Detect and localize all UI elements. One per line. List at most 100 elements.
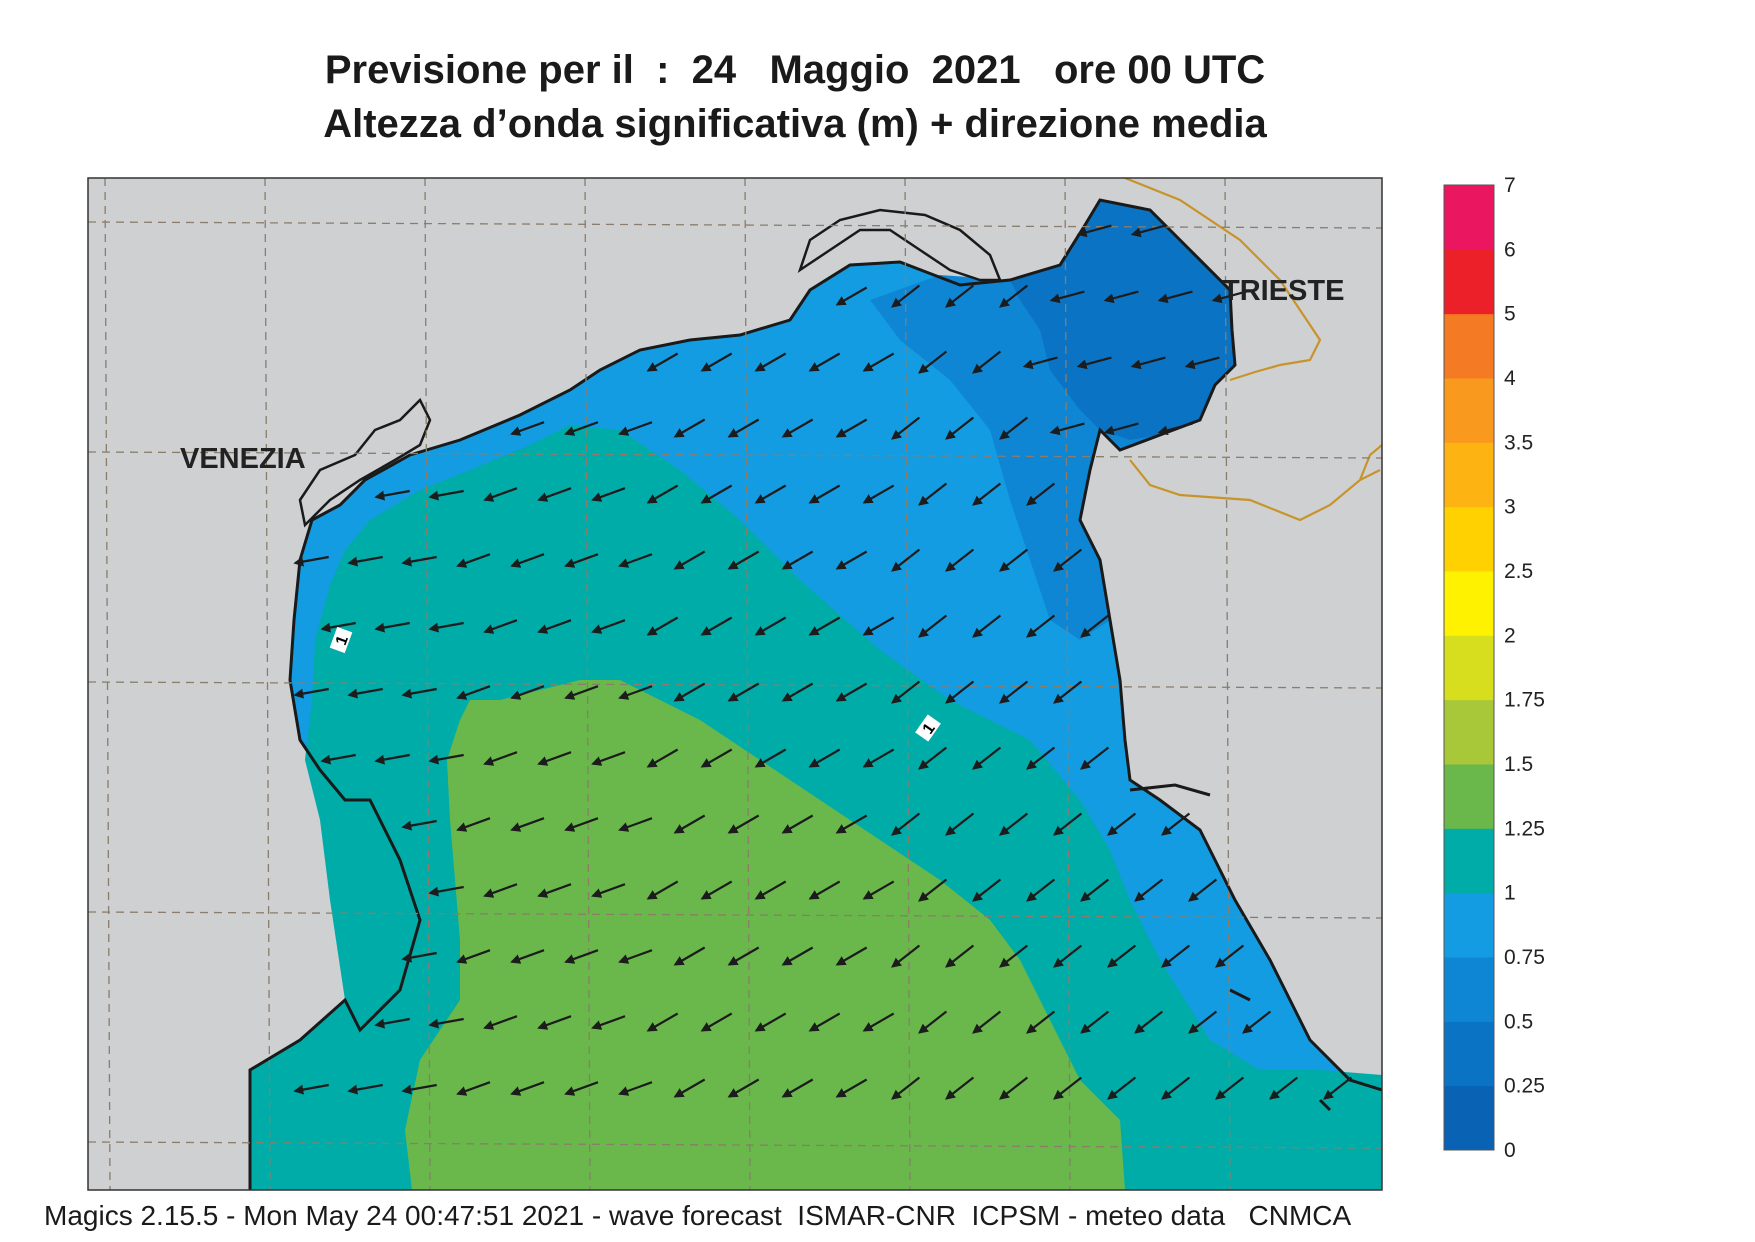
wave-direction-arrow bbox=[1269, 1076, 1299, 1100]
wave-direction-arrow bbox=[1161, 1076, 1191, 1100]
wave-direction-arrow bbox=[347, 555, 383, 567]
wave-direction-arrow bbox=[945, 416, 975, 440]
wave-direction-arrow bbox=[1026, 482, 1056, 506]
wave-direction-arrow bbox=[700, 484, 733, 504]
wave-direction-arrow bbox=[808, 880, 841, 900]
wave-direction-arrow bbox=[646, 1012, 679, 1032]
wave-direction-arrow bbox=[564, 1081, 599, 1096]
wave-band-125-15 bbox=[405, 680, 1125, 1190]
wave-direction-arrow bbox=[537, 751, 572, 766]
wave-direction-arrow bbox=[456, 817, 491, 832]
wave-direction-arrow bbox=[537, 487, 572, 502]
wave-direction-arrow bbox=[835, 1078, 868, 1098]
wave-direction-arrow bbox=[700, 1012, 733, 1032]
wave-direction-arrow bbox=[347, 687, 383, 699]
wave-direction-arrow bbox=[1215, 1076, 1245, 1100]
wave-direction-arrow bbox=[727, 814, 760, 834]
colorbar-segment bbox=[1444, 828, 1494, 894]
wave-direction-arrow bbox=[293, 1083, 329, 1095]
wave-direction-arrow bbox=[1134, 1010, 1164, 1034]
colorbar-segment bbox=[1444, 1021, 1494, 1087]
wave-direction-arrow bbox=[862, 880, 895, 900]
coastline bbox=[248, 198, 1382, 1190]
wave-direction-arrow bbox=[483, 751, 518, 766]
wave-direction-arrow bbox=[918, 482, 948, 506]
wave-direction-arrow bbox=[401, 687, 437, 699]
wave-direction-arrow bbox=[347, 1083, 383, 1095]
wave-direction-arrow bbox=[1049, 422, 1085, 436]
colorbar-tick-label: 6 bbox=[1504, 238, 1516, 261]
wave-direction-arrow bbox=[754, 748, 787, 768]
wave-direction-arrow bbox=[1022, 356, 1058, 370]
wave-direction-arrow bbox=[401, 951, 437, 963]
wave-direction-arrow bbox=[510, 685, 545, 700]
wave-direction-arrow bbox=[781, 946, 814, 966]
wave-direction-arrow bbox=[483, 1015, 518, 1030]
wave-direction-arrow bbox=[401, 555, 437, 567]
colorbar-segment bbox=[1444, 185, 1494, 250]
venice-lagoon bbox=[298, 397, 432, 528]
graticule bbox=[88, 178, 1382, 1190]
wave-direction-arrow bbox=[1053, 680, 1083, 704]
wave-direction-arrow bbox=[591, 487, 626, 502]
wave-direction-arrow bbox=[673, 1078, 706, 1098]
wave-direction-arrow bbox=[808, 748, 841, 768]
wave-direction-arrow bbox=[1107, 944, 1137, 968]
wave-direction-arrow bbox=[537, 619, 572, 634]
wave-direction-arrow bbox=[320, 753, 356, 765]
wave-direction-arrow bbox=[835, 814, 868, 834]
wave-direction-arrow bbox=[591, 619, 626, 634]
colorbar-tick-label: 4 bbox=[1504, 367, 1516, 390]
wave-direction-arrow bbox=[673, 946, 706, 966]
wave-direction-arrow bbox=[781, 1078, 814, 1098]
wave-direction-arrow bbox=[591, 883, 626, 898]
wave-direction-arrow bbox=[891, 1076, 921, 1100]
wave-direction-arrow bbox=[1184, 356, 1220, 370]
wave-direction-arrow bbox=[918, 614, 948, 638]
wave-direction-arrow bbox=[972, 878, 1002, 902]
title-line-2: Altezza d’onda significativa (m) + direz… bbox=[323, 102, 1267, 146]
wave-direction-arrow bbox=[972, 482, 1002, 506]
wave-direction-arrow bbox=[483, 883, 518, 898]
wave-direction-arrow bbox=[999, 284, 1029, 308]
wave-direction-arrow bbox=[483, 487, 518, 502]
wave-direction-arrow bbox=[1130, 356, 1166, 370]
wave-direction-arrow bbox=[1076, 224, 1112, 238]
wave-direction-arrow bbox=[564, 685, 599, 700]
wave-direction-arrow bbox=[483, 619, 518, 634]
wave-direction-arrow bbox=[808, 352, 841, 372]
colorbar-tick-label: 5 bbox=[1504, 303, 1516, 326]
wave-direction-arrow bbox=[918, 878, 948, 902]
wave-direction-arrow bbox=[618, 685, 653, 700]
wave-direction-arrow bbox=[1188, 878, 1218, 902]
colorbar-segment bbox=[1444, 764, 1494, 829]
wave-direction-arrow bbox=[591, 1015, 626, 1030]
wave-direction-arrow bbox=[727, 682, 760, 702]
colorbar-segment bbox=[1444, 892, 1494, 958]
wave-direction-arrow bbox=[1107, 812, 1137, 836]
colorbar-segment bbox=[1444, 313, 1494, 379]
wave-direction-arrow bbox=[428, 1017, 464, 1029]
wave-direction-arrow bbox=[374, 1017, 410, 1029]
wave-direction-arrow bbox=[999, 812, 1029, 836]
wave-direction-arrow bbox=[918, 350, 948, 374]
border-line bbox=[1124, 178, 1382, 522]
colorbar-tick-label: 0.5 bbox=[1504, 1010, 1533, 1033]
wave-direction-arrow bbox=[1211, 290, 1247, 304]
wave-direction-arrow bbox=[428, 753, 464, 765]
wave-direction-arrow bbox=[781, 814, 814, 834]
colorbar-tick-label: 3.5 bbox=[1504, 431, 1533, 454]
wave-direction-arrow bbox=[510, 817, 545, 832]
wave-direction-arrow bbox=[1076, 356, 1112, 370]
wave-direction-arrow bbox=[781, 682, 814, 702]
wave-direction-arrow bbox=[1134, 878, 1164, 902]
wave-direction-arrow bbox=[1026, 746, 1056, 770]
wave-direction-arrow bbox=[1053, 944, 1083, 968]
wave-direction-arrow bbox=[646, 748, 679, 768]
wave-direction-arrow bbox=[754, 1012, 787, 1032]
wave-direction-arrow bbox=[999, 944, 1029, 968]
wave-direction-arrow bbox=[673, 550, 706, 570]
colorbar-segment bbox=[1444, 249, 1494, 315]
wave-direction-arrow bbox=[618, 817, 653, 832]
